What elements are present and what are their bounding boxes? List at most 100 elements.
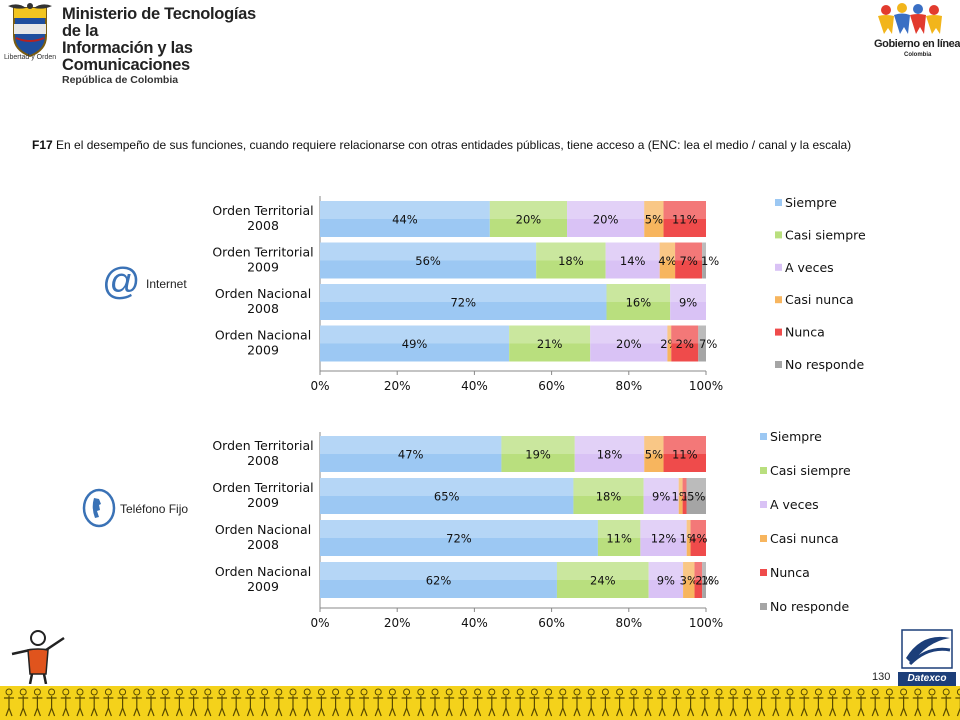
band-figure-body: [46, 696, 57, 717]
band-figure-head: [672, 688, 680, 696]
band-figure-body: [898, 696, 909, 717]
band-figure-head: [530, 688, 538, 696]
bar-segment-no-responde: [702, 242, 706, 279]
band-figure-body: [572, 696, 582, 717]
bar-highlight: [643, 478, 679, 496]
legend-label: Nunca: [770, 565, 810, 580]
band-figure-head: [545, 688, 553, 696]
bar-segment-nunca: [663, 436, 706, 472]
band-figure-head: [516, 688, 524, 696]
bar-highlight: [698, 325, 706, 344]
bar-highlight: [320, 562, 557, 580]
question-text: F17 En el desempeño de sus funciones, cu…: [32, 137, 862, 153]
band-figure-body: [756, 696, 767, 717]
bar-highlight: [659, 242, 676, 261]
legend-label: Siempre: [785, 195, 837, 210]
bar-segment-siempre: [320, 325, 510, 362]
band-figure-body: [174, 696, 185, 717]
band-figure-body: [444, 696, 455, 717]
band-figure-head: [474, 688, 482, 696]
band-figure-head: [573, 688, 581, 696]
bar-segment-casi-siempre: [501, 436, 575, 472]
bar-segment-siempre: [320, 242, 537, 279]
data-label: 72%: [450, 296, 476, 310]
band-figure-body: [799, 696, 810, 717]
bar-segment-casi-nunca: [659, 242, 676, 279]
bar-segment-casi-siempre: [606, 284, 671, 320]
bar-segment-nunca: [671, 325, 699, 362]
data-label: 7%: [699, 337, 717, 351]
band-figure-body: [18, 696, 29, 717]
band-figure-body: [373, 696, 384, 717]
band-figure-body: [160, 696, 171, 717]
bar-segment-a-veces: [648, 562, 684, 598]
bar-segment-siempre: [320, 478, 574, 514]
band-figure-body: [941, 696, 952, 717]
bar-segment-nunca: [690, 520, 706, 556]
band-figure-head: [743, 688, 751, 696]
band-figure-head: [204, 688, 212, 696]
band-figure-head: [161, 688, 169, 696]
legend-swatch: [775, 231, 782, 239]
band-figure-head: [829, 688, 837, 696]
band-figure-body: [529, 696, 540, 717]
bar-segment-casi-siempre: [509, 325, 591, 362]
category-label: Orden Nacional 2008: [215, 286, 311, 316]
bar-highlight: [320, 201, 490, 219]
chart-telefono-fijo: 0% 20% 40% 60% 80% 100% Orden Territorial 2008 4…: [212, 429, 851, 630]
legend-label: Casi siempre: [770, 463, 851, 478]
bar-segment-no-responde: [686, 478, 706, 514]
band-figure-head: [303, 688, 311, 696]
bar-highlight: [644, 201, 664, 219]
ministry-logo: Libertad y Orden Ministerio de Tecnologí…: [4, 2, 264, 86]
band-figure-head: [900, 688, 908, 696]
data-label: 16%: [626, 296, 652, 310]
band-figure-head: [218, 688, 226, 696]
band-figure-head: [658, 688, 666, 696]
legend-label: Casi nunca: [785, 292, 854, 307]
band-figure-body: [330, 696, 341, 717]
ministry-line-3: República de Colombia: [62, 74, 179, 86]
bar-segment-no-responde: [698, 325, 706, 362]
x-tick-label: 20%: [384, 379, 411, 393]
data-label: 9%: [657, 574, 675, 588]
bar-highlight: [675, 242, 703, 261]
bar-highlight: [567, 201, 645, 219]
bar-highlight: [573, 478, 644, 496]
band-figure-body: [770, 696, 781, 717]
band-figure-body: [856, 696, 866, 717]
band-figure-body: [586, 696, 597, 717]
band-figure-head: [147, 688, 155, 696]
data-label: 11%: [672, 448, 698, 462]
colombia-crest-icon: [8, 3, 52, 58]
legend-label: Nunca: [785, 325, 825, 340]
bar-segment-casi-nunca: [683, 562, 695, 598]
mascot-figure-icon: [11, 630, 65, 684]
legend-swatch: [760, 467, 767, 474]
bar-highlight: [686, 478, 706, 496]
category-label: Orden Nacional 2009: [215, 564, 311, 594]
band-figure-head: [346, 688, 354, 696]
bar-highlight: [320, 284, 607, 302]
bar-highlight: [644, 436, 664, 454]
bar-highlight: [683, 562, 695, 580]
band-figure-body: [288, 696, 298, 717]
band-figure-head: [928, 688, 936, 696]
bar-segment-casi-siempre: [556, 562, 649, 598]
band-figure-head: [587, 688, 595, 696]
band-figure-body: [4, 696, 14, 717]
band-figure-head: [729, 688, 737, 696]
band-figure-body: [912, 696, 923, 717]
band-figure-head: [133, 688, 141, 696]
band-figure-body: [927, 696, 937, 717]
bar-highlight: [320, 325, 510, 344]
data-label: 65%: [434, 490, 460, 504]
band-figure-head: [786, 688, 794, 696]
bar-highlight: [574, 436, 645, 454]
bar-highlight: [670, 284, 706, 302]
bar-highlight: [320, 436, 502, 454]
band-figure-head: [190, 688, 198, 696]
legend-label: No responde: [770, 599, 849, 614]
data-label: 12%: [651, 532, 677, 546]
